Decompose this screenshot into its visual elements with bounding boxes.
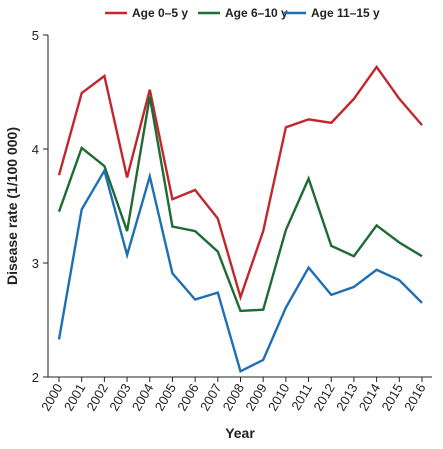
- y-axis-title: Disease rate (1/100 000): [4, 127, 20, 285]
- series-line-2: [57, 96, 423, 313]
- legend-label-3: Age 11–15 y: [311, 6, 380, 20]
- x-tick-label: 2015: [378, 381, 405, 414]
- y-ticks: 2 3 4 5: [32, 28, 48, 385]
- x-tick-label: 2002: [84, 381, 111, 414]
- legend: Age 0–5 y Age 6–10 y Age 11–15 y: [105, 6, 380, 20]
- legend-label-2: Age 6–10 y: [225, 6, 288, 20]
- x-tick-label: 2013: [333, 381, 360, 414]
- x-tick-label: 2006: [174, 381, 201, 414]
- y-tick-label: 3: [32, 256, 39, 271]
- x-tick-label: 2014: [356, 381, 383, 414]
- x-tick-label: 2009: [242, 381, 269, 414]
- x-tick-label: 2010: [265, 381, 292, 414]
- x-tick-label: 2005: [152, 381, 179, 414]
- y-tick-label: 5: [32, 28, 39, 43]
- x-tick-label: 2000: [38, 381, 65, 414]
- y-tick-label: 4: [32, 142, 39, 157]
- x-tick-label: 2003: [106, 381, 133, 414]
- x-tick-label: 2001: [61, 381, 88, 414]
- legend-label-1: Age 0–5 y: [132, 6, 188, 20]
- x-tick-label: 2007: [197, 381, 224, 414]
- series-line-1: [57, 64, 423, 302]
- x-tick-label: 2004: [129, 381, 156, 414]
- series-lines: [57, 64, 423, 374]
- y-tick-label: 2: [32, 370, 39, 385]
- x-tick-label: 2016: [401, 381, 428, 414]
- series-line-3: [57, 167, 423, 374]
- x-tick-label: 2008: [220, 381, 247, 414]
- x-ticks: 2000200120022003200420052006200720082009…: [38, 377, 429, 414]
- x-axis-title: Year: [225, 425, 255, 441]
- x-tick-label: 2011: [288, 381, 315, 413]
- x-tick-label: 2012: [310, 381, 337, 414]
